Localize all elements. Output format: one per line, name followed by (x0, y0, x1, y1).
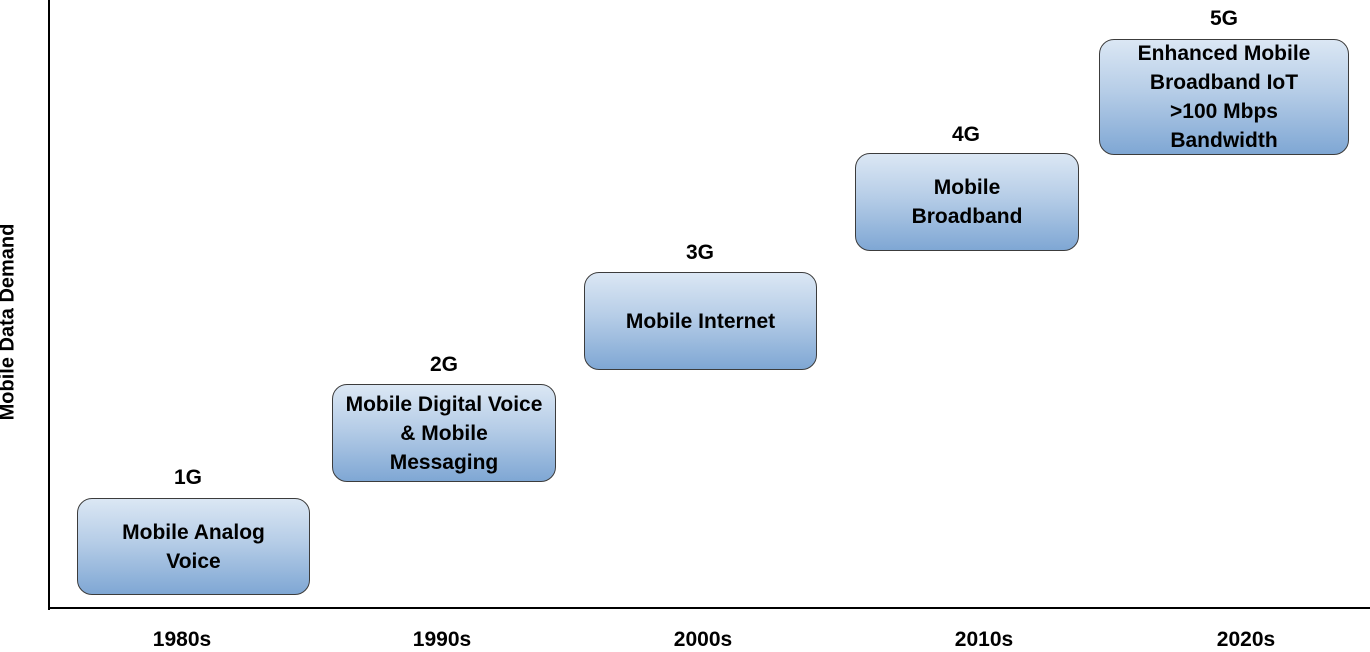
gen-label-4g: 4G (951, 123, 980, 146)
x-axis-line (48, 607, 1370, 609)
gen-description-1g: Mobile Analog Voice (122, 520, 265, 573)
gen-box-1g: Mobile Analog Voice (77, 498, 310, 595)
gen-description-2g: Mobile Digital Voice & Mobile Messaging (345, 392, 543, 474)
gen-description-4g: Mobile Broadband (911, 176, 1023, 228)
gen-box-5g: Enhanced Mobile Broadband IoT >100 Mbps … (1099, 39, 1349, 155)
gen-label-3g: 3G (685, 241, 714, 264)
decade-label-2010s: 2010s (954, 628, 1014, 651)
decade-label-2020s: 2020s (1216, 628, 1276, 651)
gen-box-2g: Mobile Digital Voice & Mobile Messaging (332, 384, 556, 482)
gen-description-3g: Mobile Internet (625, 309, 776, 333)
decade-label-2000s: 2000s (673, 628, 733, 651)
gen-label-5g: 5G (1209, 7, 1238, 30)
gen-box-4g: Mobile Broadband (855, 153, 1079, 251)
y-axis-line (48, 0, 50, 610)
gen-label-1g: 1G (173, 466, 202, 489)
y-axis-label-text: Mobile Data Demand (0, 223, 19, 421)
decade-label-1990s: 1990s (412, 628, 472, 651)
gen-description-5g: Enhanced Mobile Broadband IoT >100 Mbps … (1137, 42, 1311, 152)
decade-label-1980s: 1980s (152, 628, 212, 651)
gen-label-2g: 2G (429, 353, 458, 376)
gen-box-3g: Mobile Internet (584, 272, 817, 370)
